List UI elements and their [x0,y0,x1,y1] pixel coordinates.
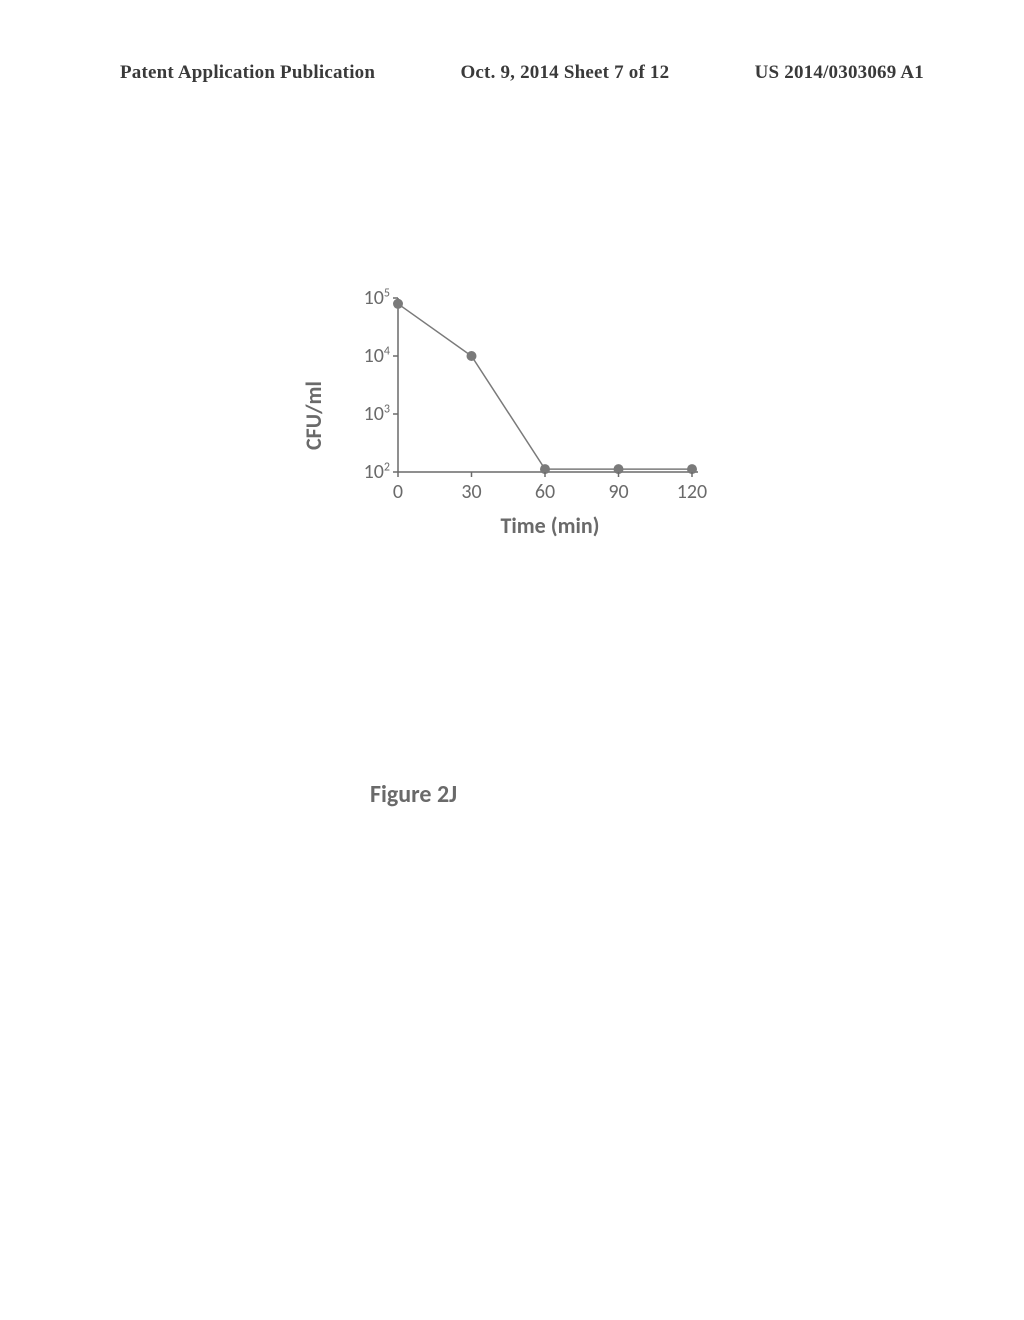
figure-label: Figure 2J [370,780,457,809]
chart-axes [398,298,698,472]
header-left: Patent Application Publication [120,62,375,84]
x-tick-label: 30 [452,480,492,504]
x-tick-label: 120 [672,480,712,504]
page: Patent Application Publication Oct. 9, 2… [0,0,1024,1320]
x-tick-label: 60 [525,480,565,504]
chart-ticks [393,298,692,477]
x-tick-label: 0 [378,480,418,504]
chart-figure-2j: 102103104105 CFU/ml 0306090120 Time (min… [310,290,740,540]
x-axis-title: Time (min) [440,512,660,539]
x-tick-label: 90 [599,480,639,504]
page-header: Patent Application Publication Oct. 9, 2… [120,62,924,84]
data-point-marker [393,299,403,309]
chart-series [398,304,692,469]
header-right: US 2014/0303069 A1 [755,62,924,84]
data-point-marker [467,351,477,361]
header-center: Oct. 9, 2014 Sheet 7 of 12 [460,62,669,84]
chart-markers [393,299,697,474]
